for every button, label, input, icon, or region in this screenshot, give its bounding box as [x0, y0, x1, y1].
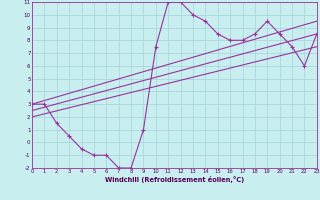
X-axis label: Windchill (Refroidissement éolien,°C): Windchill (Refroidissement éolien,°C): [105, 176, 244, 183]
